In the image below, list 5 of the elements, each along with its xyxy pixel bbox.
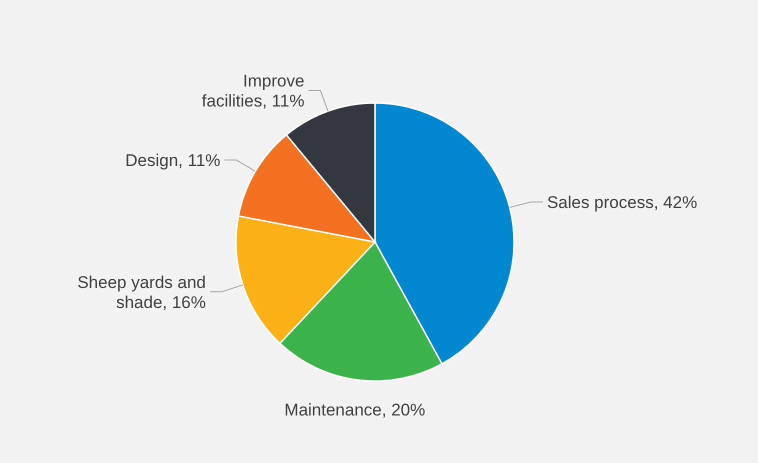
slice-label: Sheep yards and shade, 16%	[77, 272, 206, 312]
slice-label: Sales process, 42%	[546, 192, 698, 212]
slice-label: Maintenance, 20%	[284, 400, 426, 420]
slice-label: Design, 11%	[125, 150, 220, 170]
slice-label: Improve facilities, 11%	[202, 71, 304, 110]
